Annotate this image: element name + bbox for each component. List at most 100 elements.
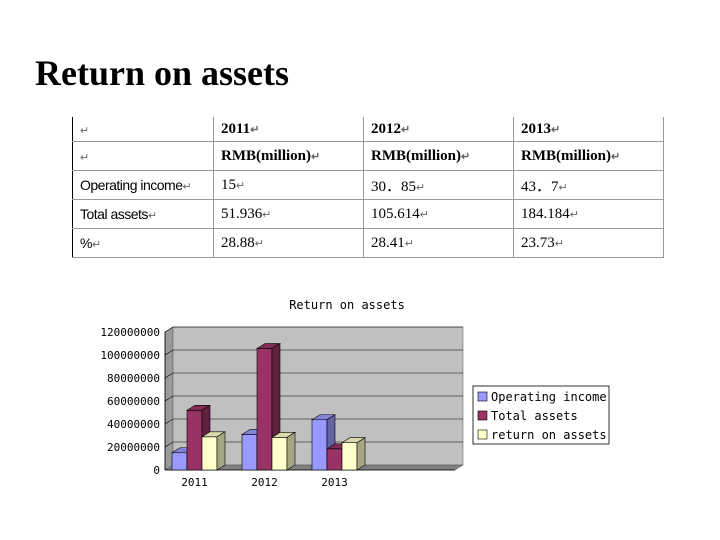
paragraph-mark-icon: ↵ [262, 208, 272, 221]
table-cell: ↵ [72, 117, 214, 142]
cell-text: 51.936 [221, 205, 263, 222]
paragraph-mark-icon: ↵ [254, 237, 264, 250]
bar [241, 434, 258, 471]
bar [186, 409, 203, 471]
y-tick-label: 20000000 [107, 441, 160, 454]
table-row: ↵ RMB(million)↵ RMB(million)↵ RMB(million)↵ [72, 141, 664, 171]
cell-text: 28.41 [371, 234, 405, 251]
table-cell: ↵ [72, 141, 214, 171]
legend-swatch [477, 391, 488, 402]
paragraph-mark-icon: ↵ [311, 150, 321, 163]
chart-title: Return on assets [289, 298, 405, 312]
table-cell: Operating income↵ [72, 170, 214, 200]
table-cell: 51.936↵ [213, 199, 364, 229]
table-cell: 23.73↵ [513, 228, 664, 258]
paragraph-mark-icon: ↵ [236, 179, 246, 192]
paragraph-mark-icon: ↵ [419, 208, 429, 221]
bar [326, 448, 343, 471]
paragraph-mark-icon: ↵ [80, 125, 89, 137]
bar [256, 348, 273, 471]
cell-text: % [80, 235, 92, 251]
gridline [164, 395, 463, 402]
cell-text: Total assets [80, 206, 148, 222]
bar-side [356, 437, 366, 471]
gridline [164, 418, 463, 425]
cell-text: 2012 [371, 120, 401, 137]
table-cell: Total assets↵ [72, 199, 214, 229]
cell-text: RMB(million) [371, 147, 461, 164]
table-cell: 28.41↵ [363, 228, 514, 258]
y-tick-label: 80000000 [107, 372, 160, 385]
cell-text: RMB(million) [221, 147, 311, 164]
paragraph-mark-icon: ↵ [250, 123, 260, 136]
cell-text: 43．7 [521, 178, 559, 195]
gridline [164, 372, 463, 379]
cell-text: 30．85 [371, 178, 417, 195]
legend-swatch [477, 429, 488, 440]
table-cell: 15↵ [213, 170, 364, 200]
paragraph-mark-icon: ↵ [558, 181, 568, 194]
gridline [164, 326, 463, 333]
x-tick-label: 2013 [321, 476, 348, 489]
legend-label: Total assets [491, 409, 578, 423]
legend-label: Operating income [491, 390, 607, 404]
gridline [164, 441, 463, 448]
table-cell: %↵ [72, 228, 214, 258]
legend-box [472, 385, 610, 445]
table-row: ↵ 2011↵ 2012↵ 2013↵ [72, 117, 664, 142]
x-tick-label: 2011 [181, 476, 208, 489]
paragraph-mark-icon: ↵ [554, 237, 564, 250]
table-cell: 2013↵ [513, 117, 664, 142]
y-tick-label: 120000000 [100, 326, 160, 339]
paragraph-mark-icon: ↵ [182, 181, 192, 193]
cell-text: 184.184 [521, 205, 570, 222]
table-cell: 30．85↵ [363, 170, 514, 200]
cell-text: 15 [221, 176, 236, 193]
table-row: Operating income↵ 15↵ 30．85↵ 43．7↵ [72, 170, 664, 200]
table-row: %↵ 28.88↵ 28.41↵ 23.73↵ [72, 228, 664, 258]
paragraph-mark-icon: ↵ [147, 210, 157, 222]
bar [271, 437, 288, 471]
table-cell: RMB(million)↵ [513, 141, 664, 171]
paragraph-mark-icon: ↵ [401, 123, 411, 136]
paragraph-mark-icon: ↵ [461, 150, 471, 163]
table-cell: 43．7↵ [513, 170, 664, 200]
slide-title: Return on assets [35, 53, 290, 93]
table-cell: 2012↵ [363, 117, 514, 142]
table-cell: 28.88↵ [213, 228, 364, 258]
cell-text: Operating income [80, 177, 183, 193]
paragraph-mark-icon: ↵ [416, 181, 426, 194]
legend-swatch [477, 410, 488, 421]
cell-text: 28.88 [221, 234, 255, 251]
bar [201, 436, 218, 471]
table-cell: 184.184↵ [513, 199, 664, 229]
table-cell: 105.614↵ [363, 199, 514, 229]
paragraph-mark-icon: ↵ [611, 150, 621, 163]
y-tick-label: 0 [153, 464, 160, 477]
cell-text: 2011 [221, 120, 251, 137]
y-tick-label: 60000000 [107, 395, 160, 408]
paragraph-mark-icon: ↵ [80, 152, 89, 164]
paragraph-mark-icon: ↵ [569, 208, 579, 221]
legend-label: return on assets [491, 428, 607, 442]
cell-text: 2013 [521, 120, 551, 137]
table-row: Total assets↵ 51.936↵ 105.614↵ 184.184↵ [72, 199, 664, 229]
cell-text: 105.614 [371, 205, 420, 222]
paragraph-mark-icon: ↵ [404, 237, 414, 250]
bar-side [286, 431, 296, 471]
table-cell: RMB(million)↵ [363, 141, 514, 171]
bar [341, 442, 358, 471]
bar [171, 452, 188, 471]
x-tick-label: 2012 [251, 476, 278, 489]
return-table: ↵ 2011↵ 2012↵ 2013↵ ↵ RMB(million)↵ RMB(millio… [72, 117, 664, 258]
gridline [164, 349, 463, 356]
table-cell: RMB(million)↵ [213, 141, 364, 171]
y-tick-label: 100000000 [100, 349, 160, 362]
return-on-assets-chart: Return on assets 0 20000000 40000000 6000000… [100, 298, 610, 489]
bar [311, 419, 328, 471]
cell-text: RMB(million) [521, 147, 611, 164]
y-tick-label: 40000000 [107, 418, 160, 431]
bar-side [216, 431, 226, 471]
paragraph-mark-icon: ↵ [91, 239, 101, 251]
paragraph-mark-icon: ↵ [551, 123, 561, 136]
